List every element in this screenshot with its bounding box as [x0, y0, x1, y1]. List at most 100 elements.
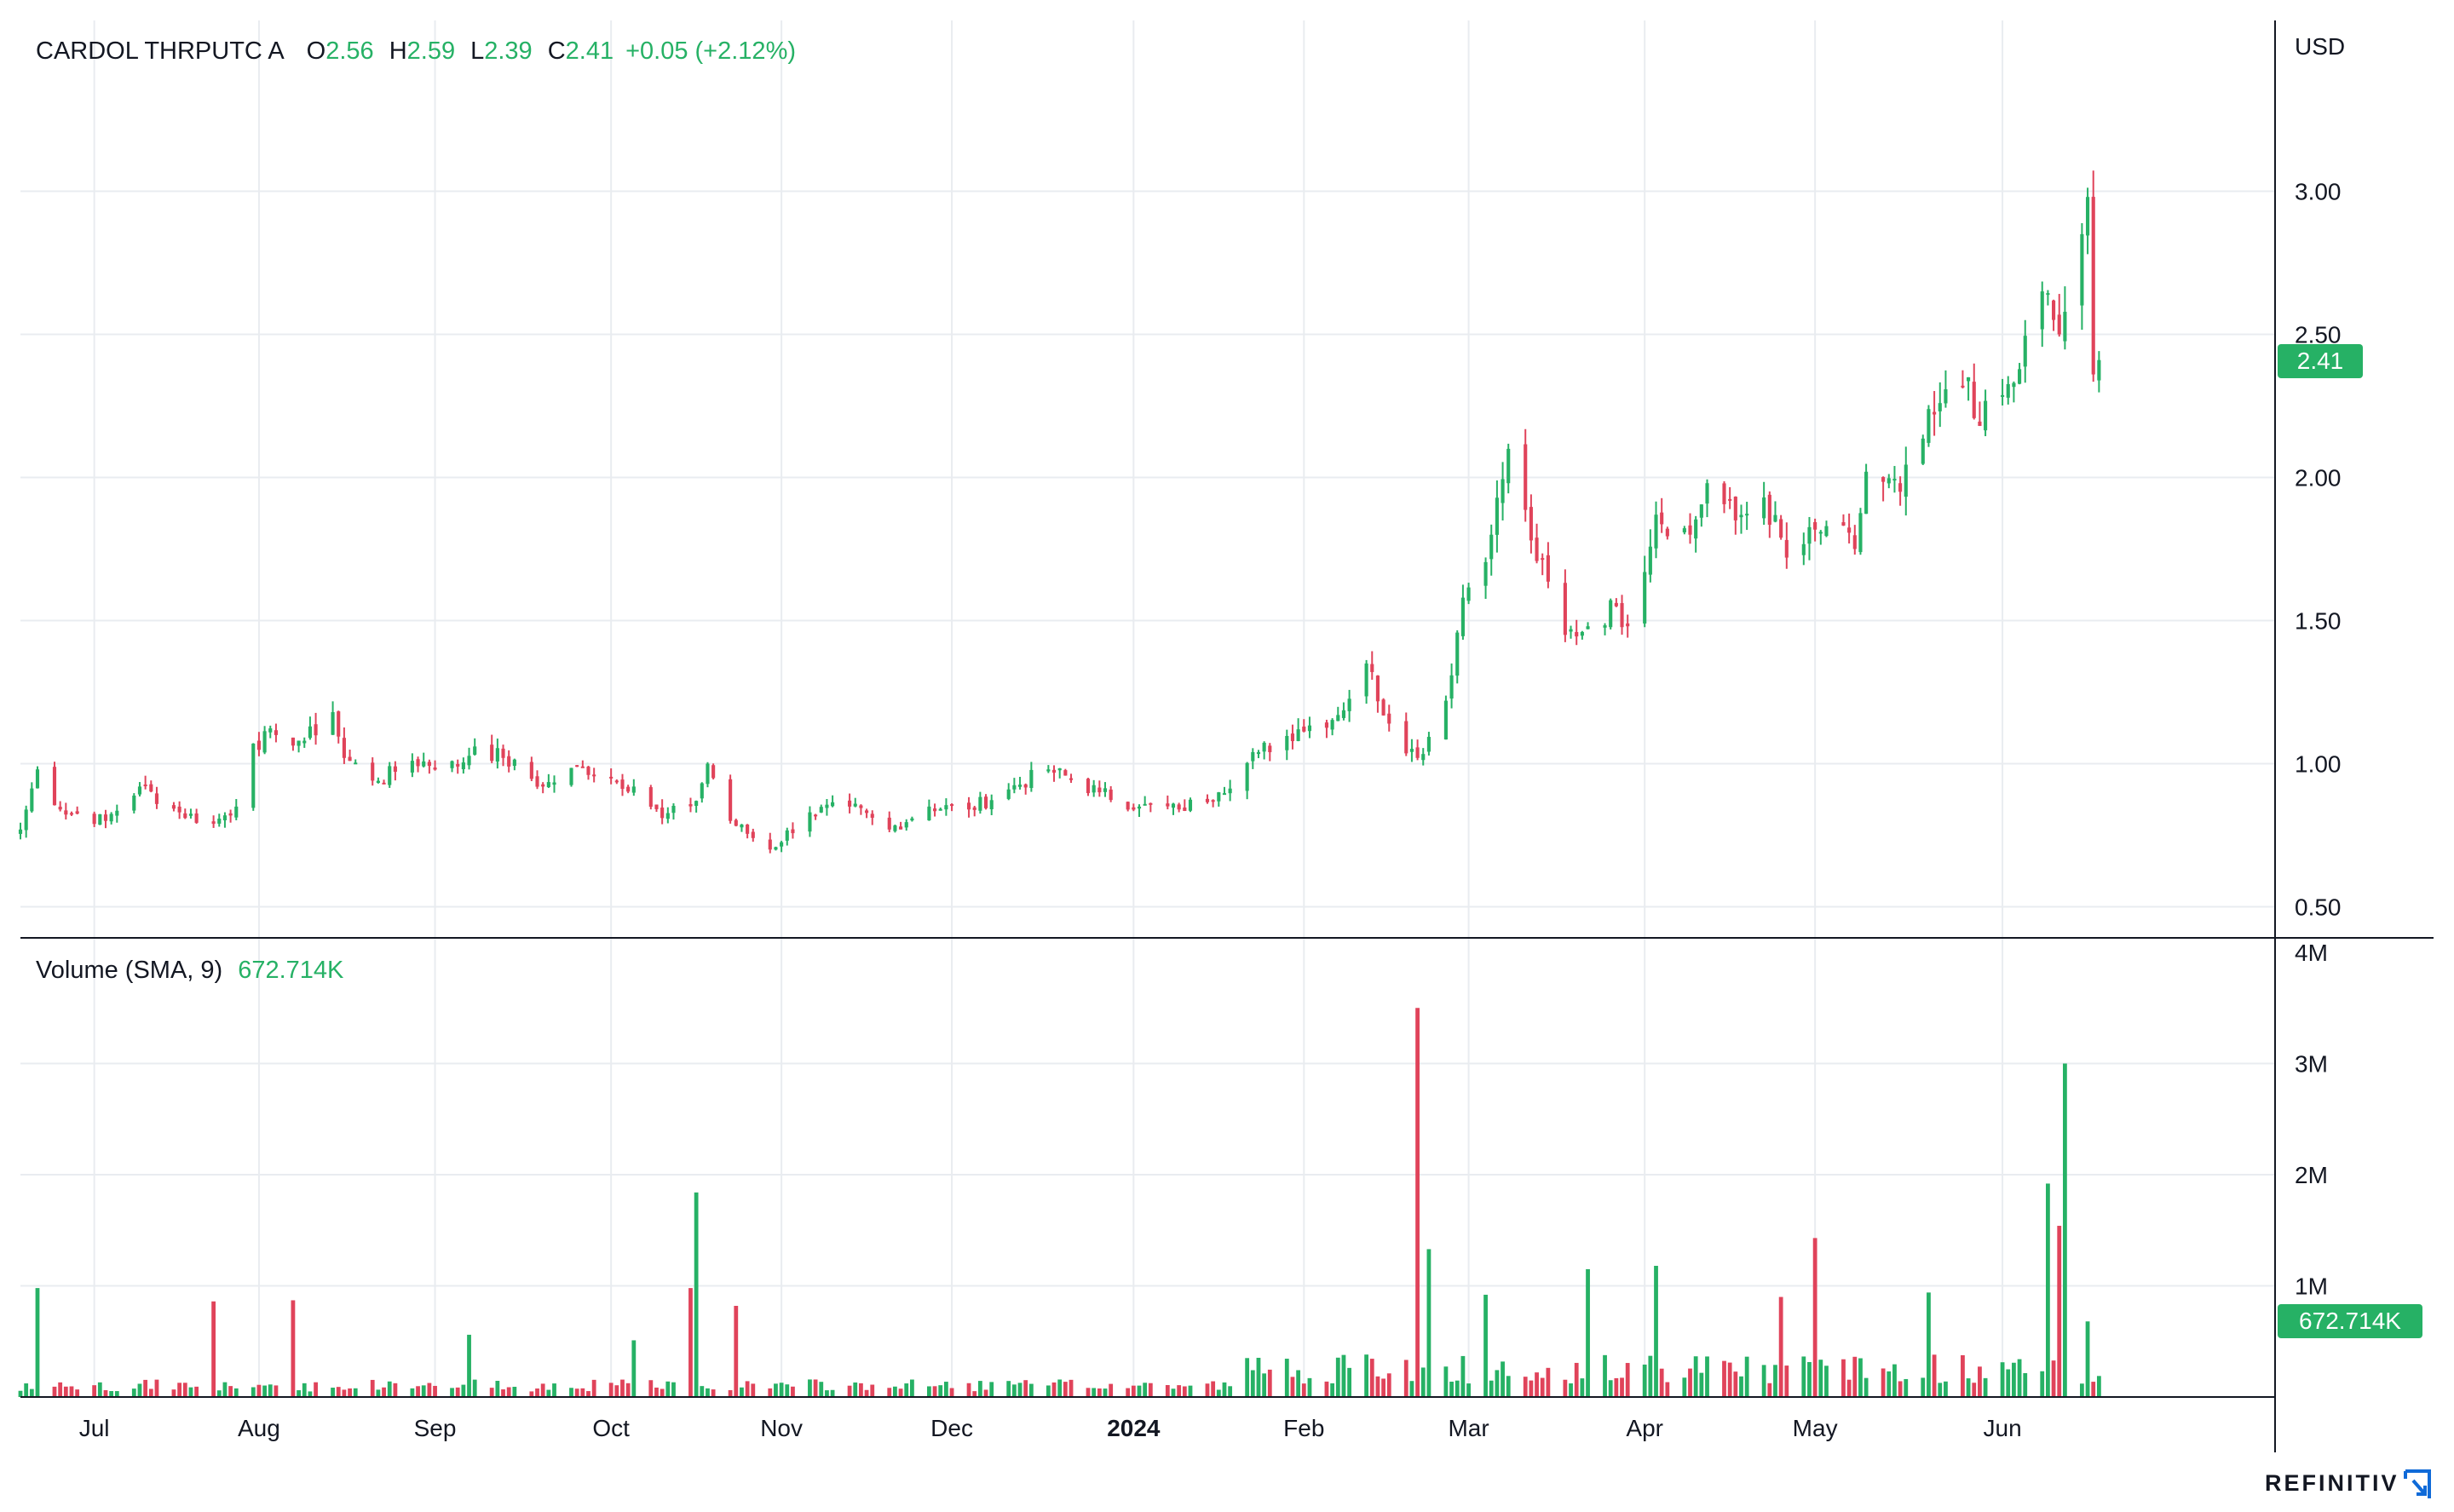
volume-bar: [1898, 1381, 1903, 1397]
volume-bar: [620, 1379, 625, 1397]
volume-legend-value: 672.714K: [238, 957, 344, 984]
volume-bar: [1887, 1371, 1892, 1397]
candle-body: [177, 806, 181, 813]
low-label: L: [470, 37, 485, 65]
volume-bar: [1529, 1380, 1534, 1397]
candle-body: [1938, 403, 1942, 411]
candle-body: [768, 839, 772, 850]
candle-body: [1217, 792, 1221, 802]
volume-bar: [1126, 1388, 1131, 1397]
time-tick-label: Mar: [1448, 1415, 1489, 1441]
volume-bar: [1443, 1366, 1449, 1397]
volume-bar: [2006, 1369, 2011, 1397]
candle-body: [308, 726, 312, 739]
candle-body: [825, 804, 829, 808]
volume-bar: [1296, 1370, 1301, 1397]
volume-bar: [1426, 1249, 1432, 1397]
candle-body: [2063, 312, 2067, 342]
volume-bar: [336, 1387, 341, 1397]
volume-bar: [2023, 1372, 2028, 1397]
volume-bar: [35, 1288, 40, 1397]
candle-body: [904, 822, 908, 828]
candle-body: [1017, 785, 1022, 787]
candle-body: [410, 761, 414, 773]
volume-bar: [819, 1382, 824, 1397]
candle-body: [1341, 710, 1346, 718]
candle-body: [58, 807, 62, 810]
candle-body: [1330, 720, 1334, 730]
candle-body: [746, 824, 750, 834]
volume-bar: [1722, 1360, 1726, 1397]
volume-bar: [387, 1381, 392, 1397]
volume-bar: [427, 1383, 432, 1397]
volume-bar: [870, 1384, 875, 1397]
volume-bar: [461, 1384, 466, 1397]
volume-bar: [416, 1386, 420, 1397]
volume-bar: [591, 1379, 596, 1397]
candle-body: [103, 814, 108, 821]
candle-body: [35, 769, 40, 789]
volume-bar: [1580, 1378, 1585, 1397]
volume-bar: [580, 1388, 585, 1397]
candle-body: [859, 805, 863, 808]
volume-bar: [103, 1389, 108, 1397]
candle-body: [1694, 519, 1698, 539]
candle-body: [1818, 532, 1823, 534]
volume-bar: [353, 1388, 358, 1397]
volume-bar: [904, 1383, 909, 1397]
candle-body: [580, 766, 585, 768]
volume-bar: [1540, 1377, 1545, 1397]
candle-body: [648, 787, 653, 808]
volume-bar: [1824, 1365, 1829, 1397]
candle-body: [1784, 539, 1789, 558]
volume-bar: [393, 1383, 398, 1397]
volume-bar: [1546, 1367, 1551, 1397]
volume-bar: [552, 1383, 556, 1397]
time-tick-label: Nov: [760, 1415, 803, 1441]
candle-body: [1387, 713, 1391, 724]
candle-body: [1967, 377, 1971, 382]
volume-bar: [1369, 1359, 1374, 1397]
volume-bar: [1017, 1383, 1022, 1397]
candle-body: [1063, 770, 1068, 776]
volume-bar: [52, 1386, 57, 1397]
volume-bar: [1489, 1380, 1494, 1397]
volume-bar: [1978, 1366, 1982, 1397]
candle-body: [467, 756, 471, 766]
volume-bar: [1256, 1357, 1261, 1397]
volume-bar: [291, 1300, 296, 1397]
volume-bar: [1188, 1385, 1193, 1397]
volume-bar: [938, 1385, 943, 1397]
candle-body: [1841, 522, 1846, 526]
candle-body: [972, 807, 976, 810]
volume-bar: [1603, 1354, 1607, 1397]
volume-bar: [455, 1387, 460, 1397]
candle-body: [1933, 411, 1937, 415]
price-legend: CARDOL THRPUTC A O2.56 H2.59 L2.39 C2.41 +0.0…: [36, 37, 796, 66]
volume-bar: [1006, 1381, 1011, 1397]
volume-bar: [825, 1390, 829, 1397]
volume-bar: [574, 1388, 579, 1397]
candle-body: [507, 756, 511, 767]
volume-bar: [1335, 1357, 1340, 1397]
volume-bar: [1535, 1372, 1539, 1397]
candle-body: [427, 762, 431, 767]
volume-bar: [182, 1383, 187, 1397]
volume-bar: [1495, 1370, 1500, 1397]
volume-bar: [376, 1389, 381, 1397]
volume-bar: [1216, 1389, 1221, 1397]
candle-body: [1285, 735, 1289, 750]
candle-body: [256, 740, 261, 750]
volume-bar: [131, 1388, 136, 1397]
candle-body: [631, 786, 636, 793]
candle-body: [848, 800, 852, 807]
candle-body: [780, 842, 784, 847]
candle-body: [1887, 478, 1891, 484]
candle-body: [575, 765, 579, 767]
time-tick-label: May: [1793, 1415, 1838, 1441]
candle-body: [1501, 479, 1505, 503]
volume-bar: [1415, 1008, 1420, 1397]
volume-bar: [302, 1383, 307, 1397]
